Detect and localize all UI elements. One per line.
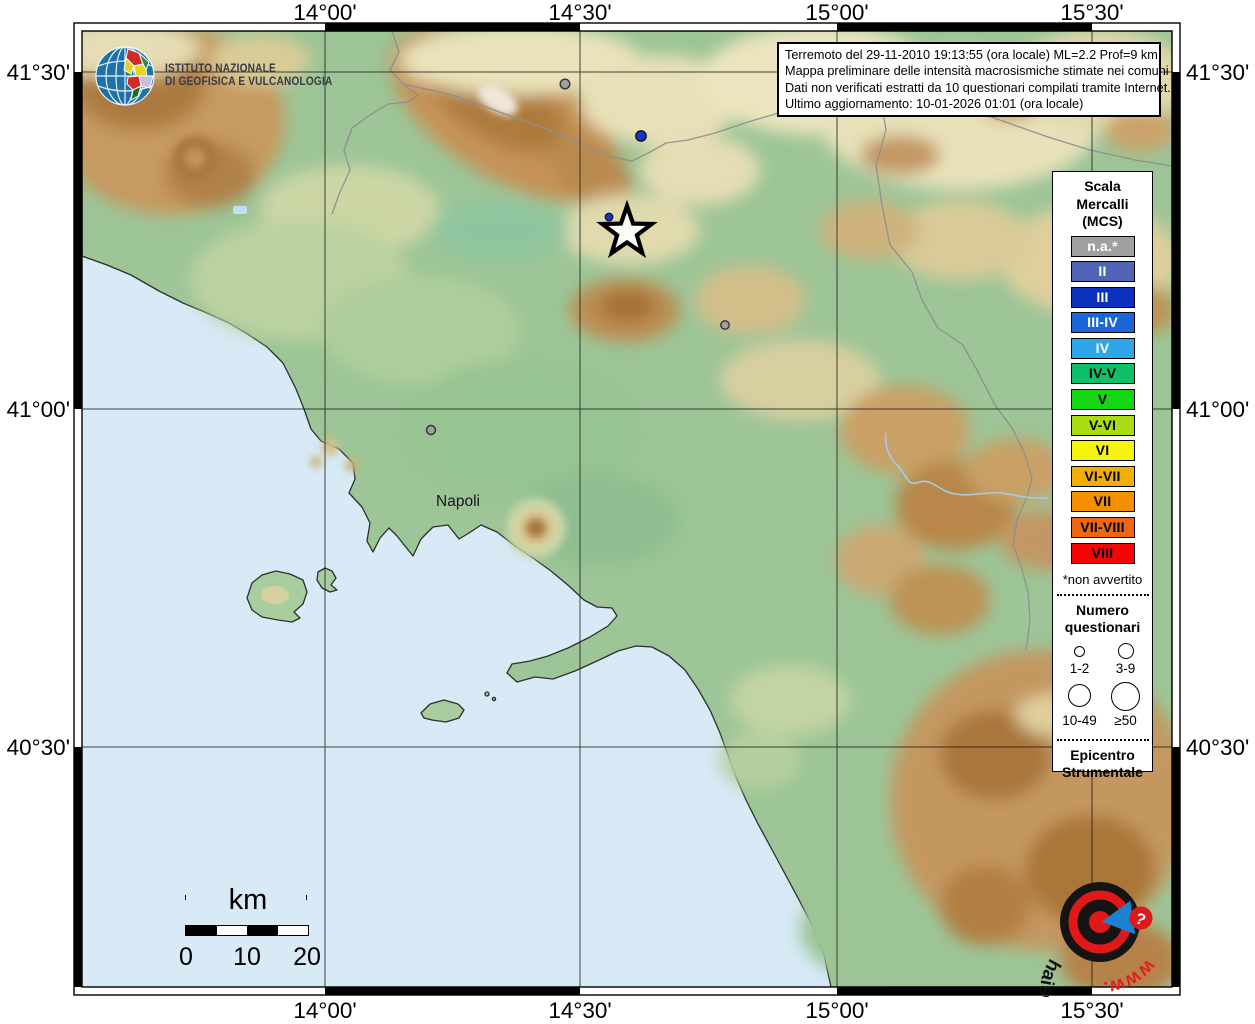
intensity-chip-iii: III <box>1070 286 1135 308</box>
axis-lat-right-3: 40°30' <box>1186 735 1250 760</box>
intensity-chip-vi-vii: VI-VII <box>1070 465 1135 487</box>
epicentro-title-line2: Strumentale <box>1062 764 1143 781</box>
island-capri <box>420 699 465 723</box>
legend-divider <box>1056 738 1149 741</box>
questionari-label-3-9: 3-9 <box>1115 660 1136 676</box>
epicentro-title-line1: Epicentro <box>1070 746 1135 763</box>
hsit-ring-suffix: .it <box>1140 996 1165 997</box>
axis-lon-bottom-1: 14°00' <box>293 998 357 1023</box>
intensity-chip-iii-iv: III-IV <box>1070 312 1135 334</box>
axis-lon-bottom-4: 15°30' <box>1060 998 1124 1023</box>
questionari-title-line1: Numero <box>1076 601 1129 618</box>
axis-lat-left-3: 40°30' <box>6 735 70 760</box>
intensity-chip-iv: IV <box>1070 337 1135 359</box>
questionari-circle-10-49 <box>1068 683 1091 707</box>
river <box>884 432 1049 500</box>
axis-lat-right-1: 41°30' <box>1186 60 1250 85</box>
marker-na <box>425 424 437 436</box>
island-procida <box>316 567 338 593</box>
map-frame <box>73 22 1181 996</box>
comune-markers <box>425 78 730 436</box>
axis-lon-bottom-2: 14°30' <box>548 998 612 1023</box>
questionari-label-10-49: 10-49 <box>1062 712 1097 728</box>
intensity-chip-vii-viii: VII-VIII <box>1070 517 1135 539</box>
axis-lon-bottom-3: 15°00' <box>805 998 869 1023</box>
legend-title-line3: (MCS) <box>1082 213 1123 229</box>
questionari-circle-50 <box>1111 681 1140 711</box>
marker-na <box>720 320 730 330</box>
intensity-chip-ii: II <box>1070 261 1135 283</box>
questionari-circle-3-9 <box>1117 642 1134 659</box>
legend-panel: Scala Mercalli (MCS) n.a.* II III III-IV… <box>1052 171 1153 780</box>
scale-bar: km 0 10 20 <box>175 884 325 971</box>
svg-text:www.: www. <box>1101 955 1160 997</box>
hsit-target-center <box>1089 911 1111 933</box>
hsit-question-badge <box>1129 906 1153 930</box>
epicenter-star <box>596 199 658 259</box>
scale-bar-segments <box>185 925 309 936</box>
legend-title-line2: Mercalli <box>1076 195 1129 212</box>
terrain-details <box>173 84 566 558</box>
questionari-label-50: ≥50 <box>1114 712 1137 728</box>
hsit-www-text: www. <box>1101 955 1159 997</box>
marker-na <box>559 78 571 90</box>
legend-divider <box>1056 593 1149 596</box>
scale-label-20: 20 <box>293 943 321 971</box>
legend-title-line1: Scala <box>1084 178 1121 194</box>
marker-iii <box>635 130 647 142</box>
questionari-title-line2: questionari <box>1064 619 1141 636</box>
info-line-event: Terremoto del 29-11-2010 19:13:55 (ora l… <box>785 48 1158 62</box>
intensity-chip-v: V <box>1070 389 1135 411</box>
info-line-map: Mappa preliminare delle intensità macros… <box>785 64 1169 79</box>
ingv-logo: ISTITUTO NAZIONALE DI GEOFISICA E VULCAN… <box>95 44 355 108</box>
questionari-circle-1-2 <box>1074 645 1085 657</box>
axis-lat-right-2: 41°00' <box>1186 397 1250 422</box>
graticule <box>82 31 1172 987</box>
map-terrain <box>82 31 1172 987</box>
haisentitoilterremoto-logo: haisentitoilterremoto.it www. ? <box>1035 882 1165 997</box>
scale-bar-unit: km <box>228 884 268 916</box>
questionari-size-key: 1-2 3-9 10-49 ≥50 <box>1057 640 1149 732</box>
scale-tick-0 <box>185 895 186 900</box>
scale-tick-10 <box>246 895 247 900</box>
axis-lat-left-1: 41°30' <box>6 60 70 85</box>
marker-iii-small <box>604 212 614 222</box>
scale-tick-20 <box>306 895 307 900</box>
questionari-label-1-2: 1-2 <box>1069 660 1090 676</box>
scale-label-10: 10 <box>233 943 261 971</box>
legend-footnote: *non avvertito <box>1062 571 1143 587</box>
axis-lat-left-2: 41°00' <box>6 397 70 422</box>
intensity-chip-iv-v: IV-V <box>1070 363 1135 385</box>
info-line-data: Dati non verificati estratti da 10 quest… <box>785 80 1171 95</box>
axis-lon-top-3: 15°00' <box>805 0 869 25</box>
islands <box>246 567 497 723</box>
intensity-chip-vi: VI <box>1070 440 1135 462</box>
info-line-updated: Ultimo aggiornamento: 10-01-2026 01:01 (… <box>785 96 1084 111</box>
ingv-logo-line1: ISTITUTO NAZIONALE <box>165 62 276 75</box>
city-label-napoli: Napoli <box>436 493 480 510</box>
hsit-megaphone-icon <box>1101 900 1136 935</box>
intensity-scale: n.a.* II III III-IV IV IV-V V V-VI VI VI… <box>1070 235 1135 564</box>
earthquake-info-box: Terremoto del 29-11-2010 19:13:55 (ora l… <box>777 42 1171 118</box>
scale-label-0: 0 <box>179 943 193 971</box>
ingv-globe-icon <box>95 46 155 106</box>
intensity-chip-vii: VII <box>1070 491 1135 513</box>
ingv-logo-line2: DI GEOFISICA E VULCANOLOGIA <box>165 76 333 88</box>
intensity-chip-viii: VIII <box>1070 542 1135 564</box>
intensity-chip-na: n.a.* <box>1070 235 1135 257</box>
small-lake <box>233 206 247 214</box>
axis-lon-top-4: 15°30' <box>1060 0 1124 25</box>
intensity-chip-v-vi: V-VI <box>1070 414 1135 436</box>
axis-lon-top-1: 14°00' <box>293 0 357 25</box>
axis-lon-top-2: 14°30' <box>548 0 612 25</box>
